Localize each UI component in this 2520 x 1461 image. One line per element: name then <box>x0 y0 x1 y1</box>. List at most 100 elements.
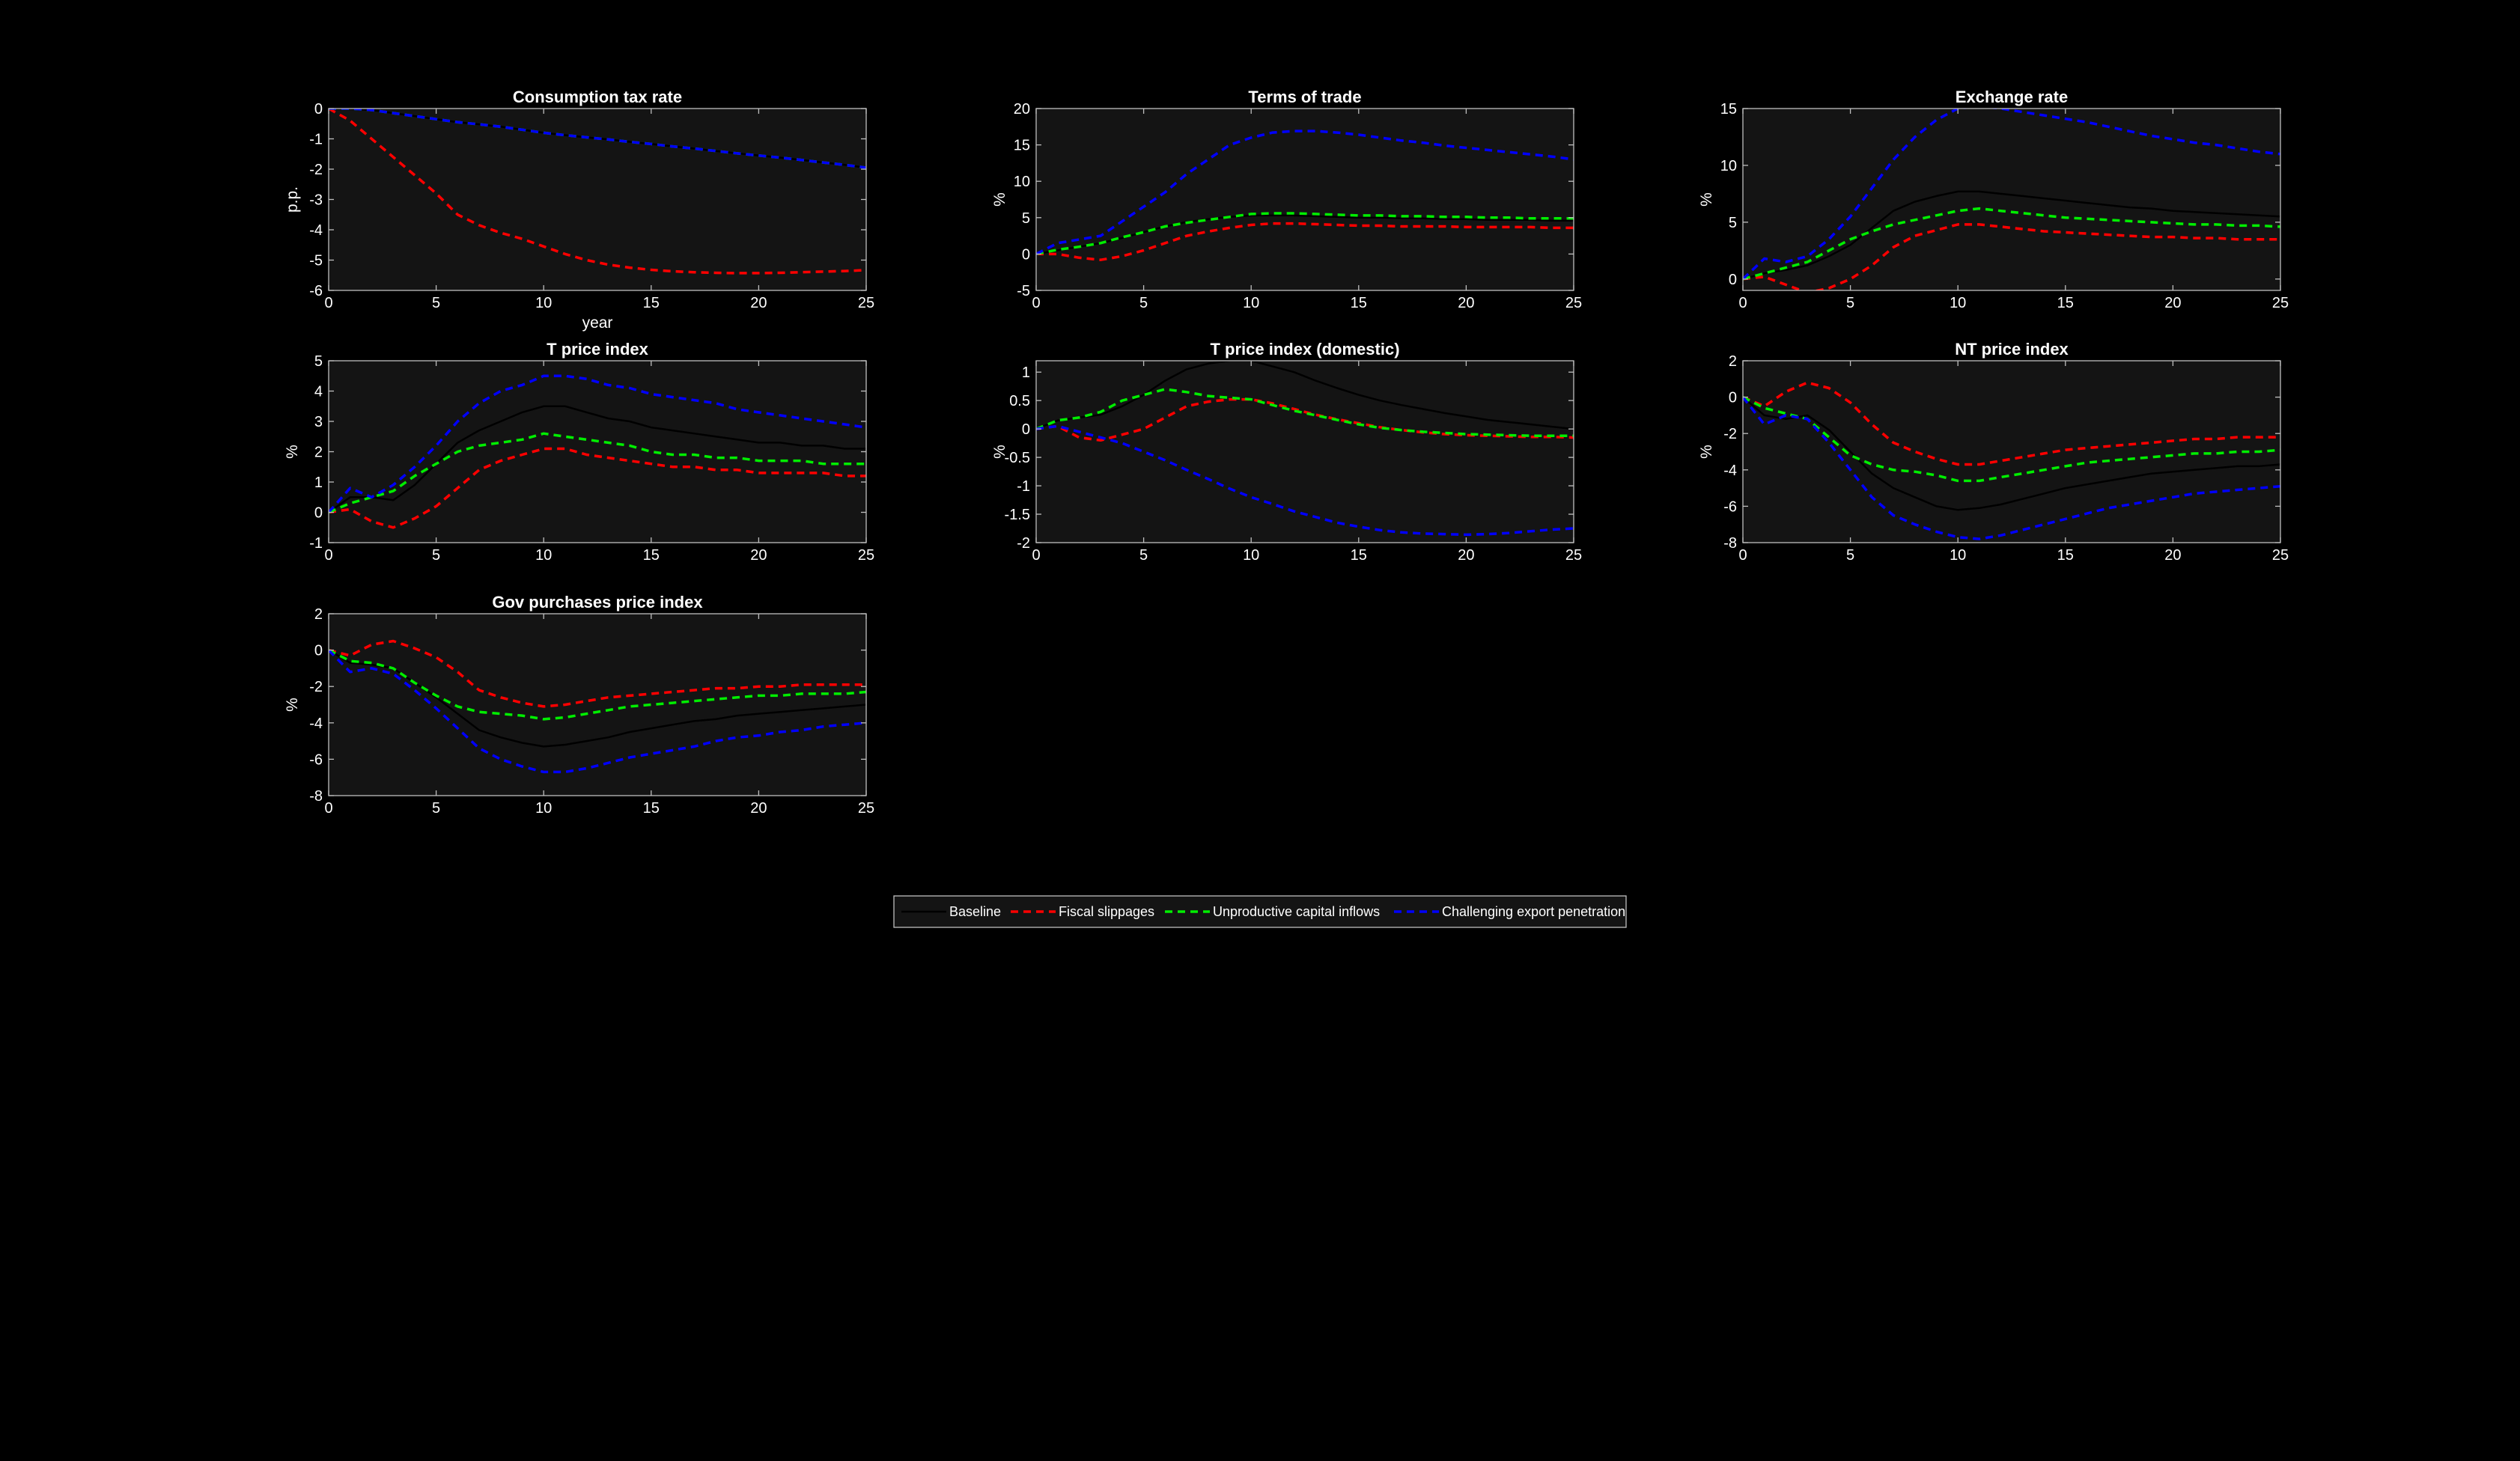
subplot-title: T price index <box>547 340 648 359</box>
series-line-unproductive-capital-inflows <box>329 649 866 721</box>
legend-label: Unproductive capital inflows <box>1213 904 1380 919</box>
y-tick-label: -6 <box>309 283 323 299</box>
x-tick-label: 15 <box>2057 547 2074 564</box>
x-tick-label: 5 <box>1846 295 1854 311</box>
x-tick-label: 5 <box>432 800 440 817</box>
x-tick-label: 25 <box>858 800 874 817</box>
series-line-baseline <box>1743 190 2280 281</box>
series-line-fiscal-slippages <box>1036 222 1574 261</box>
x-tick-label: 0 <box>1032 547 1040 564</box>
y-axis-label: % <box>1698 445 1715 459</box>
series-line-baseline <box>329 649 866 748</box>
subplot-exchange-rate: 0 5 10 15 20 25 15 10 5 0 Exchange rate% <box>1698 88 2289 311</box>
y-tick-label: 1 <box>1022 365 1030 381</box>
y-tick-label: -3 <box>309 192 323 209</box>
y-tick-label: -0.5 <box>1005 450 1030 466</box>
x-tick-label: 20 <box>2164 547 2181 564</box>
x-tick-label: 0 <box>324 295 332 311</box>
y-axis-label: % <box>991 192 1008 207</box>
x-tick-label: 25 <box>1565 295 1582 311</box>
x-tick-label: 10 <box>1243 547 1259 564</box>
y-tick-label: -5 <box>1017 283 1030 299</box>
y-axis-label: p.p. <box>284 186 301 213</box>
y-tick-label: 2 <box>314 606 323 623</box>
y-tick-label: 0 <box>1022 246 1030 263</box>
y-tick-label: 1 <box>314 475 323 491</box>
legend-label: Challenging export penetration <box>1442 904 1625 919</box>
x-tick-label: 25 <box>858 547 874 564</box>
y-tick-label: 3 <box>314 414 323 430</box>
x-tick-label: 10 <box>535 295 552 311</box>
legend-label: Fiscal slippages <box>1059 904 1154 919</box>
x-tick-label: 25 <box>2272 547 2289 564</box>
y-tick-label: 0 <box>314 643 323 659</box>
series-group <box>1743 381 2280 540</box>
x-tick-label: 10 <box>1950 547 1966 564</box>
y-tick-label: 20 <box>1014 101 1030 118</box>
series-line-unproductive-capital-inflows <box>329 432 866 514</box>
x-tick-label: 25 <box>1565 547 1582 564</box>
x-tick-label: 5 <box>432 295 440 311</box>
series-line-challenging-export-penetration <box>329 649 866 774</box>
y-tick-label: -2 <box>1723 426 1737 442</box>
x-tick-label: 15 <box>1351 547 1367 564</box>
y-tick-label: 4 <box>314 384 323 400</box>
subplot-t-price-index-domestic: 0 5 10 15 20 25 1 0.5 0 -0.5 -1 -1.5 -2 T price index… <box>991 340 1582 564</box>
legend-entry-unproductive-capital-inflows: Unproductive capital inflows <box>1165 904 1380 919</box>
x-tick-label: 0 <box>1032 295 1040 311</box>
y-tick-label: -4 <box>1723 463 1737 479</box>
x-tick-label: 20 <box>750 800 767 817</box>
y-tick-label: 15 <box>1720 101 1737 118</box>
subplot-consumption-tax-rate: 0 5 10 15 20 25 0 -1 -2 -3 -4 -5 -6 Consumption tax r… <box>284 88 874 332</box>
subplot-title: Terms of trade <box>1248 88 1361 106</box>
x-tick-label: 0 <box>324 800 332 817</box>
legend-entry-baseline: Baseline <box>901 904 1001 919</box>
series-group <box>1036 361 1574 537</box>
x-tick-label: 5 <box>1139 295 1148 311</box>
x-tick-label: 5 <box>1139 547 1148 564</box>
y-axis-label: % <box>284 445 301 459</box>
y-tick-label: 10 <box>1014 174 1030 190</box>
series-line-baseline <box>1036 361 1574 430</box>
series-line-challenging-export-penetration <box>329 109 866 169</box>
y-tick-label: 0 <box>314 101 323 118</box>
subplot-title: NT price index <box>1955 340 2069 359</box>
series-line-unproductive-capital-inflows <box>1036 388 1574 437</box>
plot-area <box>1036 361 1574 543</box>
y-tick-label: -2 <box>309 162 323 178</box>
y-tick-label: 0 <box>314 505 323 522</box>
y-tick-label: 0 <box>1729 272 1737 288</box>
x-tick-label: 25 <box>2272 295 2289 311</box>
series-group <box>329 639 866 774</box>
plot-area <box>329 361 866 543</box>
y-axis-label: % <box>284 698 301 712</box>
series-group <box>329 109 866 275</box>
y-tick-label: 0.5 <box>1009 393 1030 409</box>
x-tick-label: 5 <box>432 547 440 564</box>
plot-area <box>329 614 866 796</box>
y-tick-label: -8 <box>309 788 323 805</box>
y-tick-label: 5 <box>1022 210 1030 227</box>
x-axis-label: year <box>582 314 613 332</box>
x-tick-label: 15 <box>643 295 660 311</box>
x-tick-label: 0 <box>1738 295 1747 311</box>
y-tick-label: -4 <box>309 716 323 732</box>
y-tick-label: -6 <box>1723 498 1737 515</box>
y-tick-label: -1 <box>309 535 323 552</box>
x-tick-label: 20 <box>750 547 767 564</box>
series-group <box>1743 109 2280 290</box>
plot-area <box>329 109 866 290</box>
legend-label: Baseline <box>949 904 1001 919</box>
y-tick-label: -1 <box>1017 478 1030 495</box>
x-tick-label: 15 <box>2057 295 2074 311</box>
x-tick-label: 0 <box>324 547 332 564</box>
y-tick-label: -1.5 <box>1005 507 1030 523</box>
series-line-unproductive-capital-inflows <box>1036 212 1574 256</box>
x-tick-label: 20 <box>1458 295 1474 311</box>
x-tick-label: 20 <box>750 295 767 311</box>
y-axis-label: % <box>991 445 1008 459</box>
